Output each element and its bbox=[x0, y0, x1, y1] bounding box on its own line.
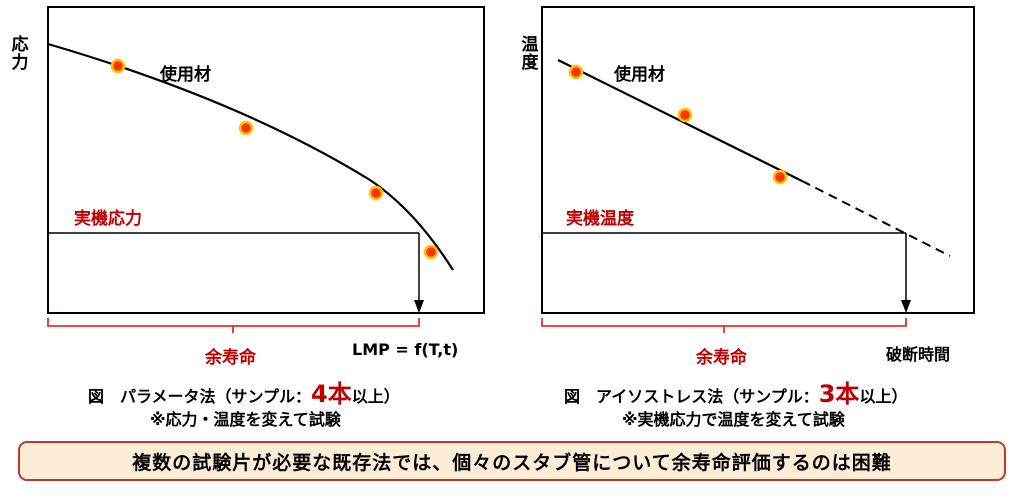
right-remaining-life-label: 余寿命 bbox=[696, 348, 747, 368]
right-actual-temperature-label: 実機温度 bbox=[566, 209, 634, 229]
left-actual-stress-label: 実機応力 bbox=[74, 209, 142, 229]
left-plot-frame bbox=[47, 6, 485, 314]
left-data-point bbox=[238, 120, 254, 136]
left-caption-prefix: 図 パラメータ法（サンプル： bbox=[88, 387, 312, 406]
right-data-point bbox=[568, 64, 584, 80]
right-caption-prefix: 図 アイソストレス法（サンプル： bbox=[564, 387, 819, 406]
right-caption-suffix: 以上） bbox=[859, 387, 908, 406]
right-material-label: 使用材 bbox=[614, 65, 665, 85]
left-remaining-life-bracket bbox=[47, 318, 420, 333]
left-life-arrow-head bbox=[414, 300, 424, 313]
summary-box: 複数の試験片が必要な既存法では、個々のスタブ管について余寿命評価するのは困難 bbox=[18, 441, 1006, 481]
right-data-point bbox=[772, 169, 788, 185]
right-plot-frame bbox=[541, 6, 975, 314]
left-remaining-life-label: 余寿命 bbox=[205, 348, 256, 368]
left-material-label: 使用材 bbox=[160, 65, 211, 85]
left-y-axis-label: 応力 bbox=[11, 35, 29, 73]
right-caption-count: 3本 bbox=[818, 380, 860, 408]
left-caption-note: ※応力・温度を変えて試験 bbox=[150, 410, 341, 429]
right-material-line bbox=[557, 59, 803, 182]
left-caption-count: 4本 bbox=[311, 380, 352, 408]
right-caption-note: ※実機応力で温度を変えて試験 bbox=[622, 410, 845, 429]
summary-text: 複数の試験片が必要な既存法では、個々のスタブ管について余寿命評価するのは困難 bbox=[132, 451, 892, 474]
right-remaining-life-bracket bbox=[541, 318, 907, 333]
right-data-point bbox=[677, 107, 693, 123]
left-caption: 図 パラメータ法（サンプル：4本以上） bbox=[88, 374, 400, 409]
left-x-axis-label: LMP = f(T,t) bbox=[352, 340, 459, 359]
left-data-point bbox=[423, 244, 439, 260]
left-material-curve bbox=[47, 42, 454, 271]
right-life-arrow-head bbox=[901, 300, 911, 313]
right-extrapolation-line bbox=[801, 180, 951, 257]
left-data-point bbox=[110, 58, 126, 74]
left-data-point bbox=[368, 185, 384, 201]
left-caption-suffix: 以上） bbox=[351, 387, 400, 406]
right-y-axis-label: 温度 bbox=[521, 35, 539, 73]
right-caption: 図 アイソストレス法（サンプル：3本以上） bbox=[564, 374, 907, 409]
right-x-axis-label: 破断時間 bbox=[886, 345, 951, 364]
